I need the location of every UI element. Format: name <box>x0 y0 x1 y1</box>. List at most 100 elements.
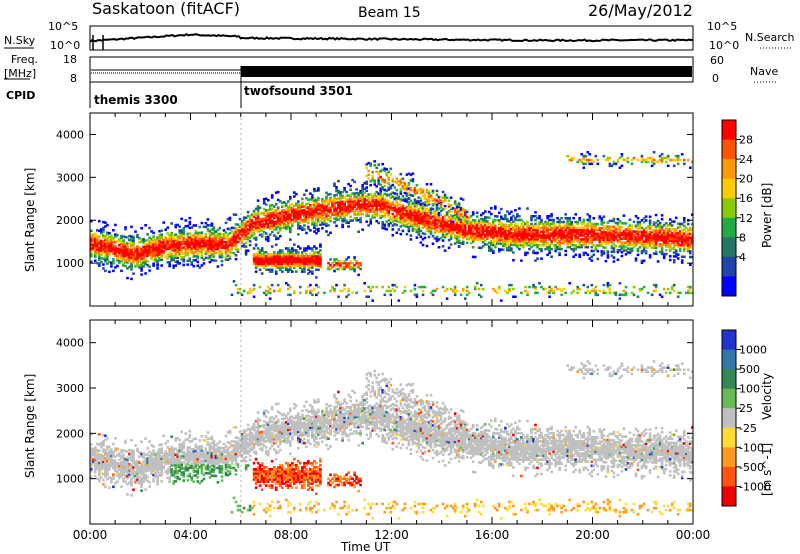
power-cell <box>632 241 636 245</box>
power-cell <box>160 241 163 244</box>
power-cell <box>473 236 477 239</box>
power-cell <box>666 229 670 233</box>
power-cell <box>311 209 314 212</box>
power-cell <box>289 293 292 297</box>
power-cell <box>270 203 274 207</box>
power-cell <box>379 202 382 206</box>
power-cell <box>502 240 505 244</box>
power-cell <box>632 234 636 237</box>
power-cell <box>118 244 121 247</box>
power-cell <box>248 226 252 230</box>
nsearch-label: N.Search <box>745 31 795 44</box>
power-cell <box>552 234 555 237</box>
power-cell <box>401 208 405 211</box>
power-cell <box>120 254 123 257</box>
power-cell <box>359 218 362 222</box>
power-ylabel: Slant Range [km] <box>23 168 37 272</box>
power-cell <box>278 229 282 232</box>
power-cell <box>313 211 316 214</box>
power-cell <box>289 285 292 289</box>
power-cell <box>415 217 419 220</box>
power-cell <box>590 230 594 233</box>
power-cell <box>445 234 449 237</box>
power-cell <box>170 239 173 243</box>
power-cell <box>299 205 302 209</box>
power-cell <box>242 224 246 227</box>
power-cell <box>582 238 586 241</box>
power-cell <box>691 227 694 230</box>
power-cell <box>514 239 517 243</box>
power-cell <box>544 226 547 230</box>
power-cell <box>475 211 479 215</box>
power-cell <box>236 236 240 240</box>
velocity-cell <box>92 447 95 451</box>
power-cell <box>293 262 296 266</box>
power-cell <box>508 227 511 231</box>
power-cell <box>283 216 286 220</box>
power-cell <box>303 260 306 264</box>
power-cell <box>467 220 471 223</box>
power-cell <box>666 156 670 160</box>
power-cell <box>230 242 234 245</box>
power-cell <box>283 210 286 214</box>
power-cell <box>104 254 107 257</box>
power-cell <box>582 228 586 231</box>
power-cell <box>407 172 411 175</box>
power-cell <box>423 232 427 236</box>
power-cell <box>112 261 115 265</box>
power-cell <box>262 213 266 216</box>
power-cell <box>467 232 471 235</box>
power-cell <box>377 182 380 186</box>
power-cell <box>242 289 246 293</box>
velocity-cell <box>90 465 93 469</box>
power-cell <box>200 256 204 259</box>
power-cell <box>208 255 212 258</box>
power-cell <box>339 264 342 267</box>
power-cell <box>554 249 557 253</box>
power-cell <box>361 185 364 189</box>
power-cell <box>532 226 535 230</box>
power-cell <box>683 224 686 228</box>
power-cell <box>317 220 320 223</box>
power-cell <box>122 235 125 238</box>
power-cell <box>409 188 413 192</box>
power-cell <box>90 248 93 252</box>
y-tick-label: 3000 <box>56 171 84 184</box>
power-cell <box>287 255 290 258</box>
power-cell <box>467 230 471 233</box>
power-cell <box>289 209 292 212</box>
power-cell <box>608 227 612 230</box>
power-cell <box>367 208 370 212</box>
power-cell <box>691 244 694 247</box>
power-cell <box>250 224 254 228</box>
power-cell <box>285 247 288 250</box>
power-cell <box>329 210 332 213</box>
power-cell <box>506 239 509 242</box>
power-cell <box>664 231 668 235</box>
power-cell <box>333 207 336 211</box>
power-cell <box>98 239 101 242</box>
power-cell <box>262 256 266 260</box>
power-cell <box>214 259 218 262</box>
power-cell <box>244 224 248 227</box>
power-cell <box>441 245 445 248</box>
power-cell <box>620 154 624 158</box>
power-cell <box>371 208 374 211</box>
power-cell <box>423 217 427 220</box>
power-cell <box>214 247 218 251</box>
power-cell <box>281 215 284 218</box>
power-cell <box>634 240 638 243</box>
power-cell <box>528 226 531 230</box>
power-cell <box>576 220 579 224</box>
power-cell <box>469 241 473 245</box>
power-cell <box>558 287 561 291</box>
power-cell <box>664 227 668 231</box>
power-cell <box>321 213 324 216</box>
power-cell <box>383 204 387 207</box>
power-cell <box>256 255 260 258</box>
power-cell <box>180 246 183 249</box>
power-cell <box>504 237 507 240</box>
power-cell <box>238 233 242 236</box>
power-cell <box>385 189 389 192</box>
power-cell <box>562 232 565 235</box>
